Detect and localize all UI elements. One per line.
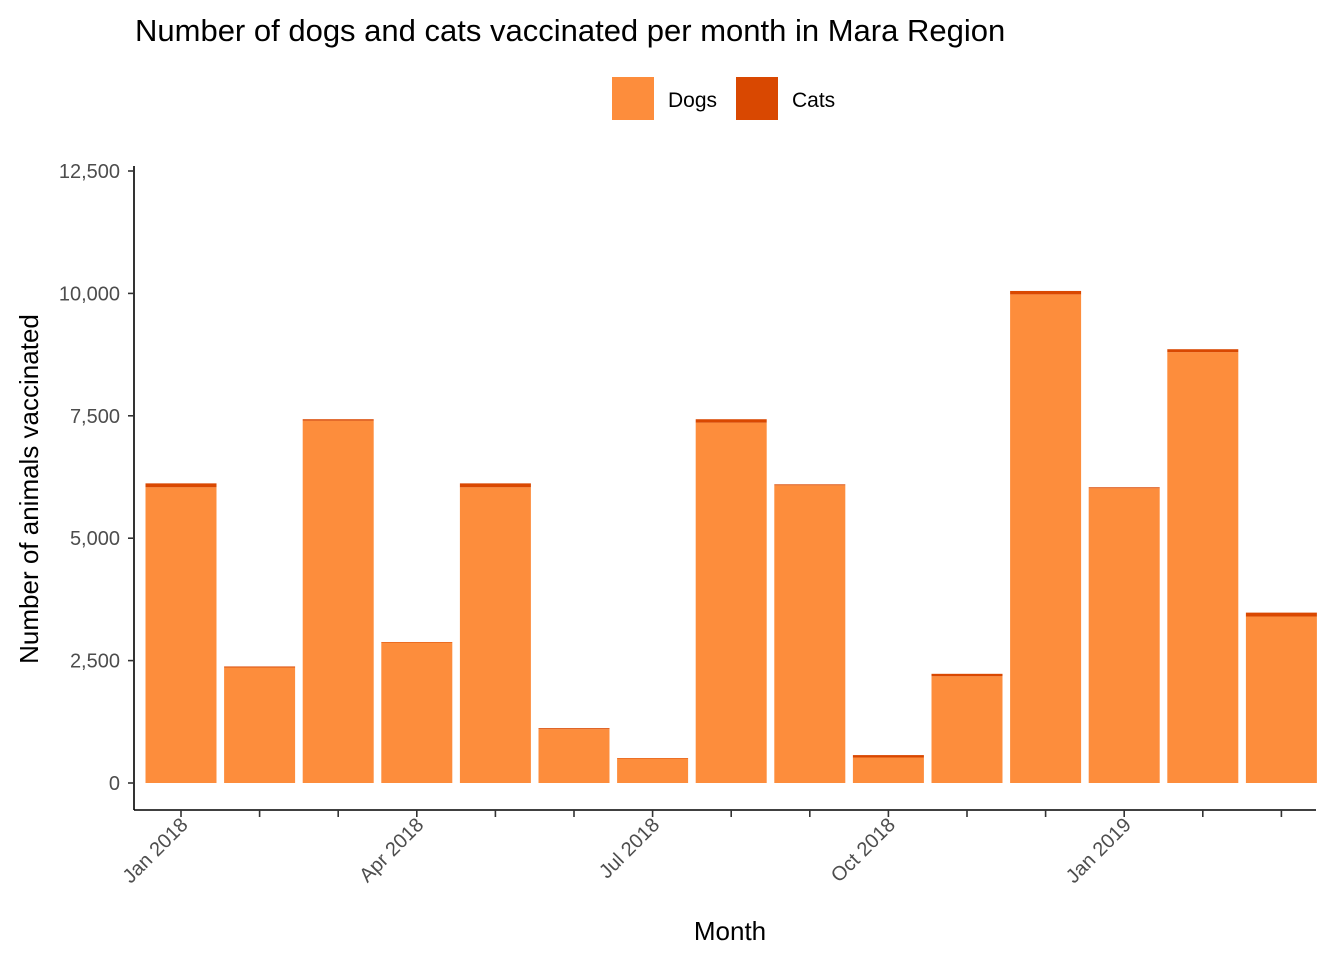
bar-dogs-2018-09 [774,485,845,783]
y-tick-label: 0 [109,773,120,795]
x-tick-label: Jan 2018 [119,814,193,888]
y-axis-title: Number of animals vaccinated [14,314,44,664]
bar-cats-2018-09 [774,484,845,485]
x-axis-ticks: Jan 2018 Apr 2018 Jul 2018 Oct 2018 Jan 2019 [119,810,1282,888]
y-axis-ticks: 0 2,500 5,000 7,500 10,000 12,500 [59,161,134,795]
legend: Dogs Cats [612,77,835,120]
bar-dogs-2019-03 [1246,617,1317,783]
x-tick-label: Jul 2018 [595,814,664,883]
y-tick-label: 2,500 [70,651,120,673]
bar-cats-2019-02 [1167,349,1238,352]
bar-cats-2018-12 [1010,291,1081,294]
bar-dogs-2019-01 [1089,488,1160,783]
bar-dogs-2018-02 [224,667,295,783]
y-tick-label: 7,500 [70,406,120,428]
bar-cats-2019-01 [1089,487,1160,488]
y-tick-label: 12,500 [59,161,120,183]
bar-cats-2018-08 [696,419,767,422]
legend-swatch-cats [736,77,778,120]
bar-dogs-2018-01 [146,487,217,783]
bar-dogs-2018-04 [381,642,452,783]
bar-cats-2018-02 [224,666,295,667]
bar-dogs-2018-08 [696,423,767,783]
bar-cats-2018-01 [146,483,217,487]
y-tick-label: 5,000 [70,528,120,550]
bar-cats-2018-06 [539,728,610,729]
bar-dogs-2018-12 [1010,294,1081,783]
bar-dogs-2018-06 [539,729,610,783]
x-axis-title: Month [694,916,766,946]
legend-label-cats: Cats [792,89,835,112]
bar-dogs-2018-07 [617,759,688,783]
bars-group [146,291,1317,783]
bar-cats-2018-05 [460,483,531,487]
bar-cats-2018-11 [932,674,1003,676]
chart-title: Number of dogs and cats vaccinated per m… [135,13,1005,48]
bar-dogs-2018-05 [460,487,531,783]
bar-dogs-2018-10 [853,758,924,783]
y-tick-label: 10,000 [59,283,120,305]
bar-cats-2018-10 [853,755,924,757]
bar-dogs-2018-11 [932,676,1003,783]
x-tick-label: Oct 2018 [827,814,900,887]
x-tick-label: Apr 2018 [355,814,428,887]
legend-label-dogs: Dogs [668,89,717,112]
bar-dogs-2019-02 [1167,352,1238,783]
bar-dogs-2018-03 [303,421,374,783]
x-tick-label: Jan 2019 [1062,814,1136,888]
bar-cats-2019-03 [1246,613,1317,617]
legend-swatch-dogs [612,77,654,120]
bar-cats-2018-03 [303,419,374,420]
